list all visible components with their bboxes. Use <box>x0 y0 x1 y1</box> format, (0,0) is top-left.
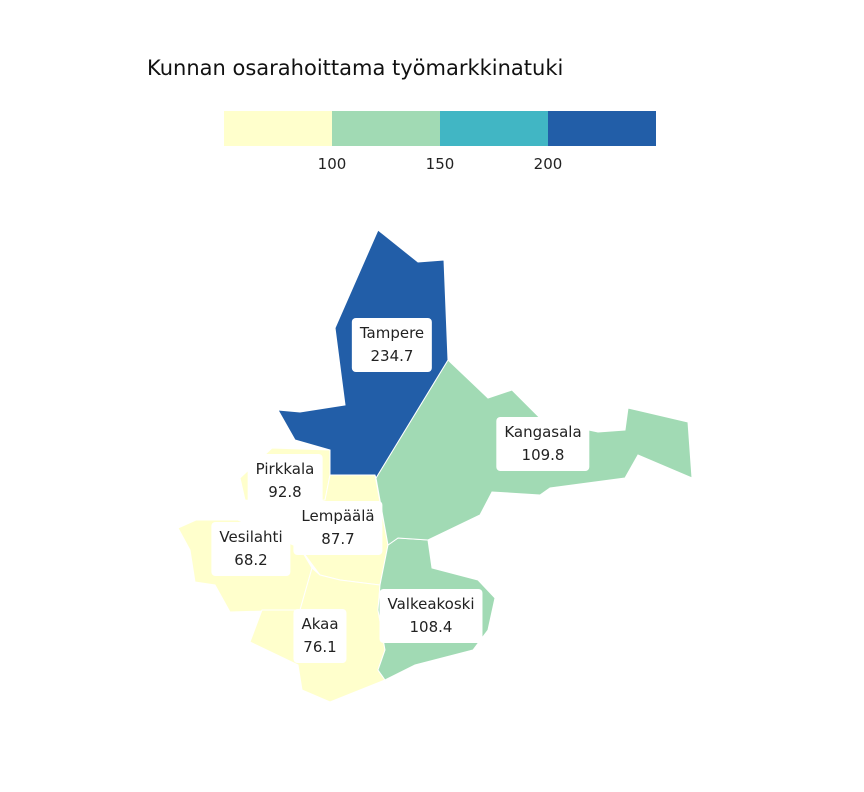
label-lempaala: Lempäälä 87.7 <box>293 501 383 555</box>
label-pirkkala: Pirkkala 92.8 <box>247 454 323 508</box>
legend-swatch-1 <box>224 111 332 146</box>
legend-swatch-4 <box>548 111 656 146</box>
label-value: 68.2 <box>234 551 268 569</box>
map-title: Kunnan osarahoittama työmarkkinatuki <box>147 56 564 80</box>
label-value: 87.7 <box>321 530 355 548</box>
legend-tick-200: 200 <box>533 155 563 173</box>
label-vesilahti: Vesilahti 68.2 <box>211 522 291 576</box>
label-name: Valkeakoski <box>387 595 475 613</box>
label-name: Lempäälä <box>301 507 375 525</box>
label-tampere: Tampere 234.7 <box>351 318 433 372</box>
label-value: 108.4 <box>409 618 453 636</box>
label-name: Akaa <box>301 615 339 633</box>
label-akaa: Akaa 76.1 <box>293 609 347 663</box>
label-value: 92.8 <box>268 483 302 501</box>
legend-tick-150: 150 <box>425 155 455 173</box>
legend-tick-100: 100 <box>317 155 347 173</box>
label-value: 234.7 <box>370 347 414 365</box>
legend-swatch-3 <box>440 111 548 146</box>
label-value: 76.1 <box>303 638 337 656</box>
label-valkeakoski: Valkeakoski 108.4 <box>379 589 483 643</box>
legend-swatch-2 <box>332 111 440 146</box>
label-kangasala: Kangasala 109.8 <box>496 417 590 471</box>
label-name: Vesilahti <box>219 528 283 546</box>
label-name: Tampere <box>359 324 425 342</box>
label-name: Kangasala <box>504 423 582 441</box>
label-value: 109.8 <box>521 446 565 464</box>
label-name: Pirkkala <box>255 460 315 478</box>
color-legend <box>224 111 656 146</box>
